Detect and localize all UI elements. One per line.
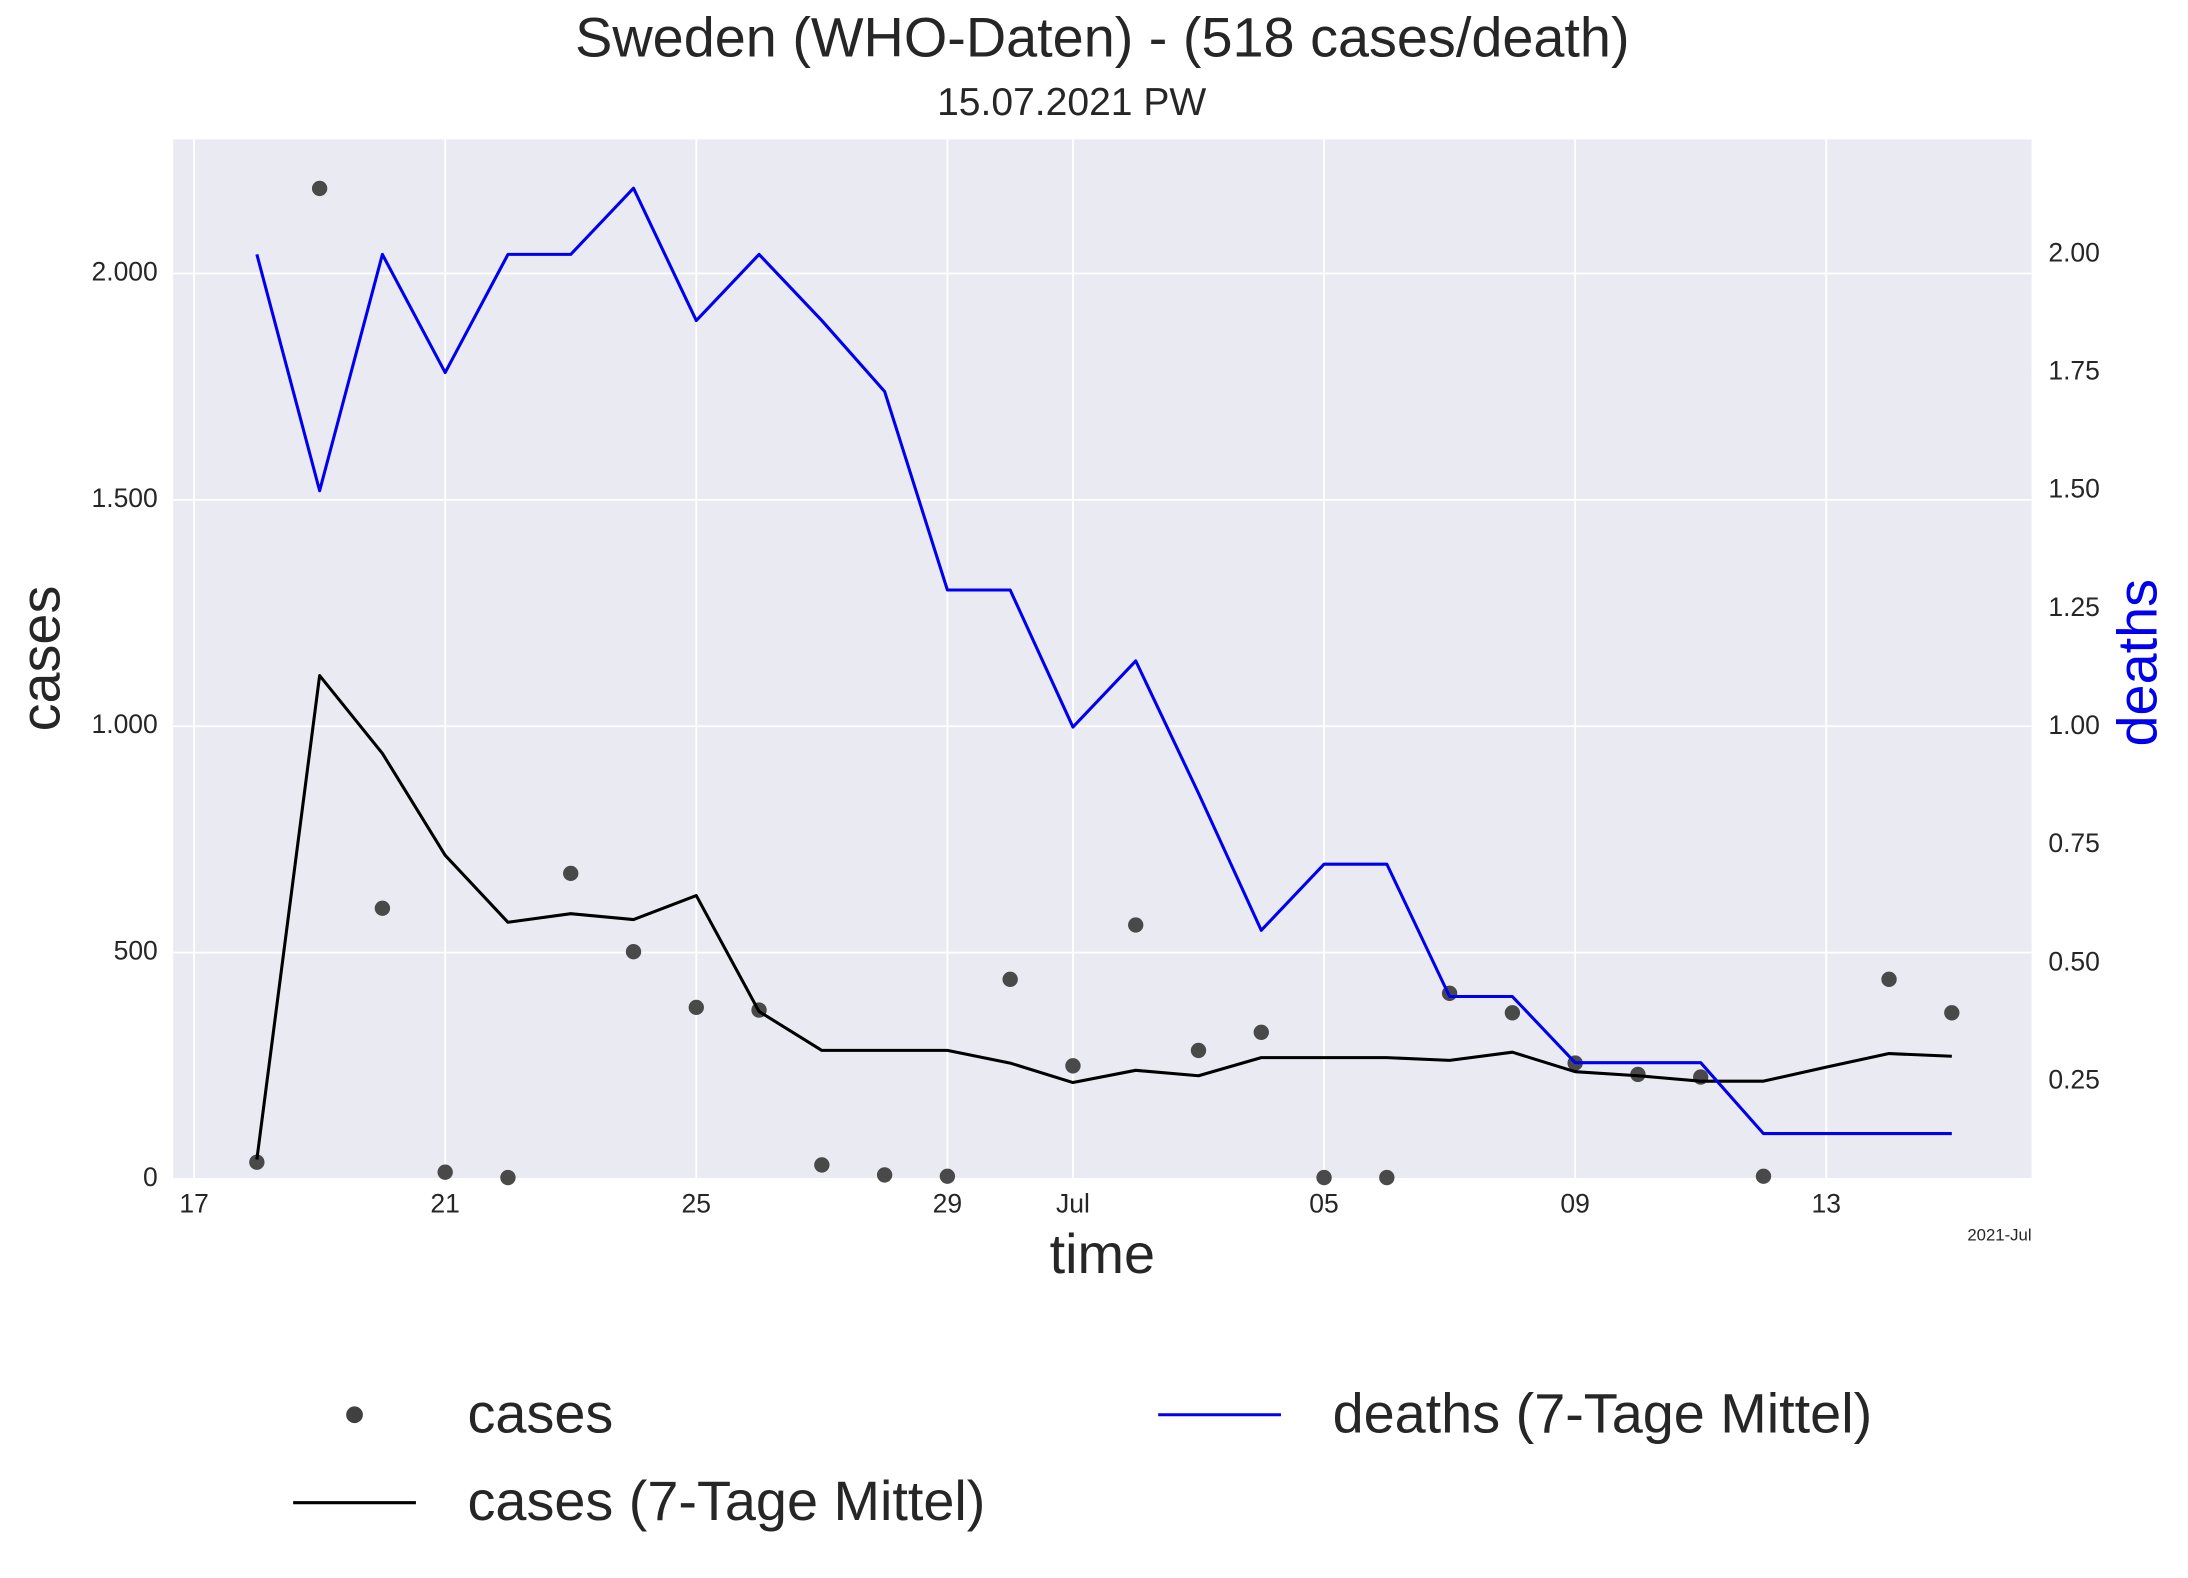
y-tick-label: 500 — [114, 936, 158, 966]
case-point — [1944, 1005, 1960, 1021]
x-tick-label: 25 — [682, 1188, 711, 1218]
case-point — [563, 865, 579, 882]
y2-tick-label: 1.75 — [2048, 356, 2100, 386]
case-point — [625, 944, 642, 960]
y2-tick-label: 0.50 — [2048, 946, 2100, 976]
case-point — [249, 1154, 265, 1170]
series-line — [255, 186, 1952, 1136]
plot-area — [173, 139, 2032, 1179]
case-point — [1379, 1169, 1395, 1186]
y2-tick-label: 1.25 — [2048, 592, 2100, 622]
y2-axis-label: deaths — [2106, 579, 2169, 747]
case-point — [1253, 1024, 1269, 1040]
legend-label: cases — [468, 1381, 614, 1444]
case-point — [1881, 971, 1897, 987]
chart-subtitle: 15.07.2021 PW — [937, 81, 1206, 124]
y2-tick-label: 1.50 — [2048, 474, 2100, 504]
case-point — [311, 180, 328, 197]
case-point — [939, 1168, 956, 1184]
x-tick-label: 17 — [179, 1188, 208, 1218]
case-point — [1755, 1168, 1772, 1184]
case-point — [876, 1167, 893, 1183]
x-tick-label: 29 — [933, 1188, 962, 1218]
y-axis-label: cases — [9, 586, 72, 732]
x-tick-label: 21 — [430, 1188, 459, 1218]
y2-tick-label: 1.00 — [2048, 710, 2100, 740]
x-axis-label: time — [1050, 1222, 1155, 1285]
legend-label: deaths (7-Tage Mittel) — [1333, 1381, 1873, 1444]
series-line — [255, 674, 1952, 1160]
x-tick-label: 13 — [1812, 1188, 1841, 1218]
x-tick-label: 09 — [1560, 1188, 1589, 1218]
case-point — [1065, 1058, 1081, 1074]
x-tick-label: Jul — [1056, 1188, 1090, 1218]
legend-label: cases (7-Tage Mittel) — [468, 1469, 986, 1532]
chart-title: Sweden (WHO-Daten) - (518 cases/death) — [575, 6, 1629, 69]
x-tick-label: 05 — [1309, 1188, 1338, 1218]
x-offset-label: 2021-Jul — [1967, 1226, 2031, 1245]
case-point — [1002, 971, 1018, 987]
case-point — [1128, 917, 1144, 933]
case-point — [688, 999, 704, 1016]
y2-tick-label: 0.25 — [2048, 1065, 2100, 1095]
y-tick-label: 1.000 — [91, 709, 157, 739]
case-point — [1504, 1005, 1521, 1021]
case-point — [1316, 1169, 1332, 1186]
y-tick-label: 1.500 — [91, 483, 157, 513]
y-tick-label: 0 — [143, 1162, 158, 1192]
y2-tick-label: 2.00 — [2048, 237, 2100, 267]
case-point — [374, 900, 391, 916]
case-point — [1190, 1042, 1207, 1059]
y-tick-label: 2.000 — [91, 257, 157, 287]
case-point — [500, 1169, 516, 1186]
legend-marker — [346, 1406, 363, 1424]
case-point — [437, 1164, 453, 1180]
case-point — [814, 1157, 830, 1173]
y2-tick-label: 0.75 — [2048, 828, 2100, 858]
